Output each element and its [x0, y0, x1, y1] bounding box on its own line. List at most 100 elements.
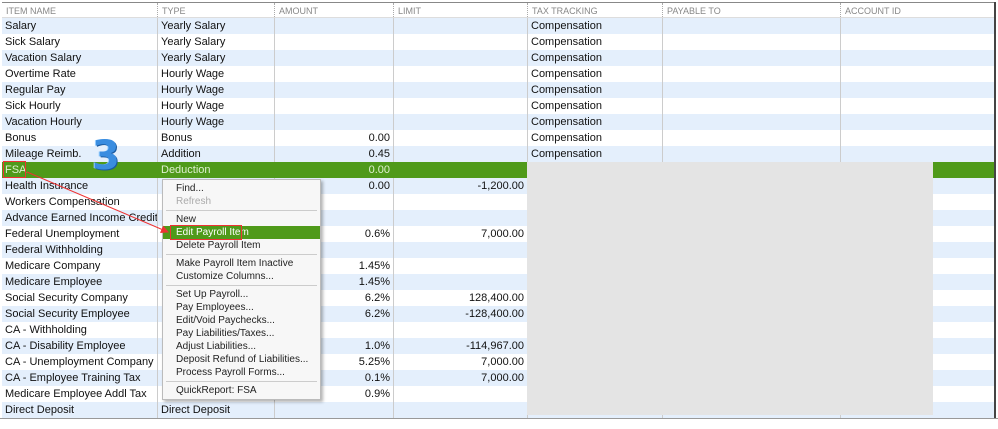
menu-separator: [166, 210, 317, 211]
cell-amount: [274, 34, 393, 50]
column-header-tax-tracking[interactable]: TAX TRACKING: [527, 3, 662, 17]
table-row[interactable]: Regular Pay Hourly Wage Compensation: [2, 82, 994, 98]
cell-tax-tracking: Compensation: [527, 146, 662, 162]
cell-limit: [393, 258, 527, 274]
cell-type: Yearly Salary: [157, 50, 274, 66]
cell-type: [157, 338, 274, 354]
cell-limit: [393, 194, 527, 210]
scrollbar[interactable]: [994, 2, 996, 418]
menu-item-customize-columns[interactable]: Customize Columns...: [176, 271, 274, 282]
cell-payable-to: [662, 114, 840, 130]
cell-tax-tracking: Compensation: [527, 114, 662, 130]
menu-item-adjust-liabilities[interactable]: Adjust Liabilities...: [176, 341, 257, 352]
menu-separator: [166, 381, 317, 382]
table-row[interactable]: Sick Salary Yearly Salary Compensation: [2, 34, 994, 50]
cell-account-id: [840, 18, 994, 34]
cell-item-name: Regular Pay: [5, 84, 66, 96]
cell-item-name: Salary: [5, 20, 37, 32]
cell-type: [157, 386, 274, 402]
cell-limit: [393, 82, 527, 98]
cell-payable-to: [662, 50, 840, 66]
cell-payable-to: [662, 82, 840, 98]
cell-type: [157, 226, 274, 242]
cell-payable-to: [662, 130, 840, 146]
cell-type: Addition: [157, 146, 274, 162]
table-row[interactable]: Vacation Hourly Hourly Wage Compensation: [2, 114, 994, 130]
column-header-limit[interactable]: LIMIT: [393, 3, 527, 17]
menu-item-new[interactable]: New: [176, 214, 197, 225]
cell-limit: 128,400.00: [393, 290, 527, 306]
column-header-type[interactable]: TYPE: [157, 3, 274, 17]
cell-limit: [393, 146, 527, 162]
cell-type: Yearly Salary: [157, 18, 274, 34]
column-header-account-id[interactable]: ACCOUNT ID: [840, 3, 994, 17]
cell-limit: 7,000.00: [393, 370, 527, 386]
menu-item-quickreport-fsa[interactable]: QuickReport: FSA: [176, 385, 257, 396]
cell-amount: 0.00: [274, 130, 393, 146]
cell-limit: [393, 114, 527, 130]
menu-separator: [166, 285, 317, 286]
cell-amount: [274, 98, 393, 114]
table-row[interactable]: Medicare Company 1.45%: [2, 258, 994, 274]
table-row[interactable]: Mileage Reimb. Addition 0.45 Compensation: [2, 146, 994, 162]
cell-account-id: [840, 130, 994, 146]
cell-item-name: Vacation Salary: [5, 52, 82, 64]
cell-item-name: Mileage Reimb.: [5, 148, 82, 160]
column-header-payable-to[interactable]: PAYABLE TO: [662, 3, 840, 17]
menu-item-pay-employees[interactable]: Pay Employees...: [176, 302, 254, 313]
cell-type: Direct Deposit: [157, 402, 274, 418]
cell-payable-to: [662, 66, 840, 82]
cell-limit: [393, 274, 527, 290]
table-row[interactable]: Sick Hourly Hourly Wage Compensation: [2, 98, 994, 114]
column-headers: ITEM NAME TYPE AMOUNT LIMIT TAX TRACKING PAYA…: [2, 3, 994, 18]
cell-item-name: Social Security Employee: [5, 308, 130, 320]
table-row[interactable]: Vacation Salary Yearly Salary Compensation: [2, 50, 994, 66]
cell-amount: [274, 82, 393, 98]
table-row[interactable]: Medicare Employee Addl Tax 0.9%: [2, 386, 994, 402]
cell-limit: [393, 386, 527, 402]
menu-separator: [166, 254, 317, 255]
menu-item-deposit-refund-of-liabilities[interactable]: Deposit Refund of Liabilities...: [176, 354, 309, 365]
cell-type: Hourly Wage: [157, 114, 274, 130]
cell-item-name: Vacation Hourly: [5, 116, 82, 128]
table-row[interactable]: Bonus Bonus 0.00 Compensation: [2, 130, 994, 146]
menu-item-make-payroll-item-inactive[interactable]: Make Payroll Item Inactive: [176, 258, 294, 269]
cell-limit: [393, 66, 527, 82]
menu-item-process-payroll-forms[interactable]: Process Payroll Forms...: [176, 367, 285, 378]
cell-account-id: [840, 66, 994, 82]
cell-payable-to: [662, 34, 840, 50]
cell-tax-tracking: Compensation: [527, 34, 662, 50]
table-row[interactable]: Overtime Rate Hourly Wage Compensation: [2, 66, 994, 82]
obscured-area: [527, 162, 933, 415]
context-menu: Find... Refresh New Edit Payroll Item Delete…: [162, 179, 321, 400]
menu-item-edit-void-paychecks[interactable]: Edit/Void Paychecks...: [176, 315, 275, 326]
column-header-item-name[interactable]: ITEM NAME: [6, 6, 57, 16]
cell-limit: 7,000.00: [393, 354, 527, 370]
cell-item-name: Sick Hourly: [5, 100, 61, 112]
menu-item-find[interactable]: Find...: [176, 183, 204, 194]
cell-item-name: Medicare Employee: [5, 276, 103, 288]
menu-item-delete-payroll-item[interactable]: Delete Payroll Item: [176, 240, 261, 251]
column-header-amount[interactable]: AMOUNT: [274, 3, 393, 17]
cell-account-id: [840, 34, 994, 50]
table-row[interactable]: Salary Yearly Salary Compensation: [2, 18, 994, 34]
table-row[interactable]: CA - Unemployment Company 5.25% 7,000.00: [2, 354, 994, 370]
cell-type: [157, 306, 274, 322]
cell-limit: -128,400.00: [393, 306, 527, 322]
cell-limit: [393, 130, 527, 146]
cell-item-name: Federal Withholding: [5, 244, 103, 256]
menu-item-pay-liabilities-taxes[interactable]: Pay Liabilities/Taxes...: [176, 328, 275, 339]
cell-item-name: CA - Employee Training Tax: [5, 372, 141, 384]
cell-tax-tracking: Compensation: [527, 50, 662, 66]
cell-item-name: FSA: [5, 164, 27, 176]
cell-type: Yearly Salary: [157, 34, 274, 50]
cell-payable-to: [662, 18, 840, 34]
cell-amount: [274, 18, 393, 34]
bottom-border: [0, 418, 998, 429]
cell-type: [157, 242, 274, 258]
menu-item-set-up-payroll[interactable]: Set Up Payroll...: [176, 289, 249, 300]
cell-limit: [393, 210, 527, 226]
cell-item-name: CA - Disability Employee: [5, 340, 126, 352]
cell-limit: [393, 242, 527, 258]
cell-amount: [274, 114, 393, 130]
